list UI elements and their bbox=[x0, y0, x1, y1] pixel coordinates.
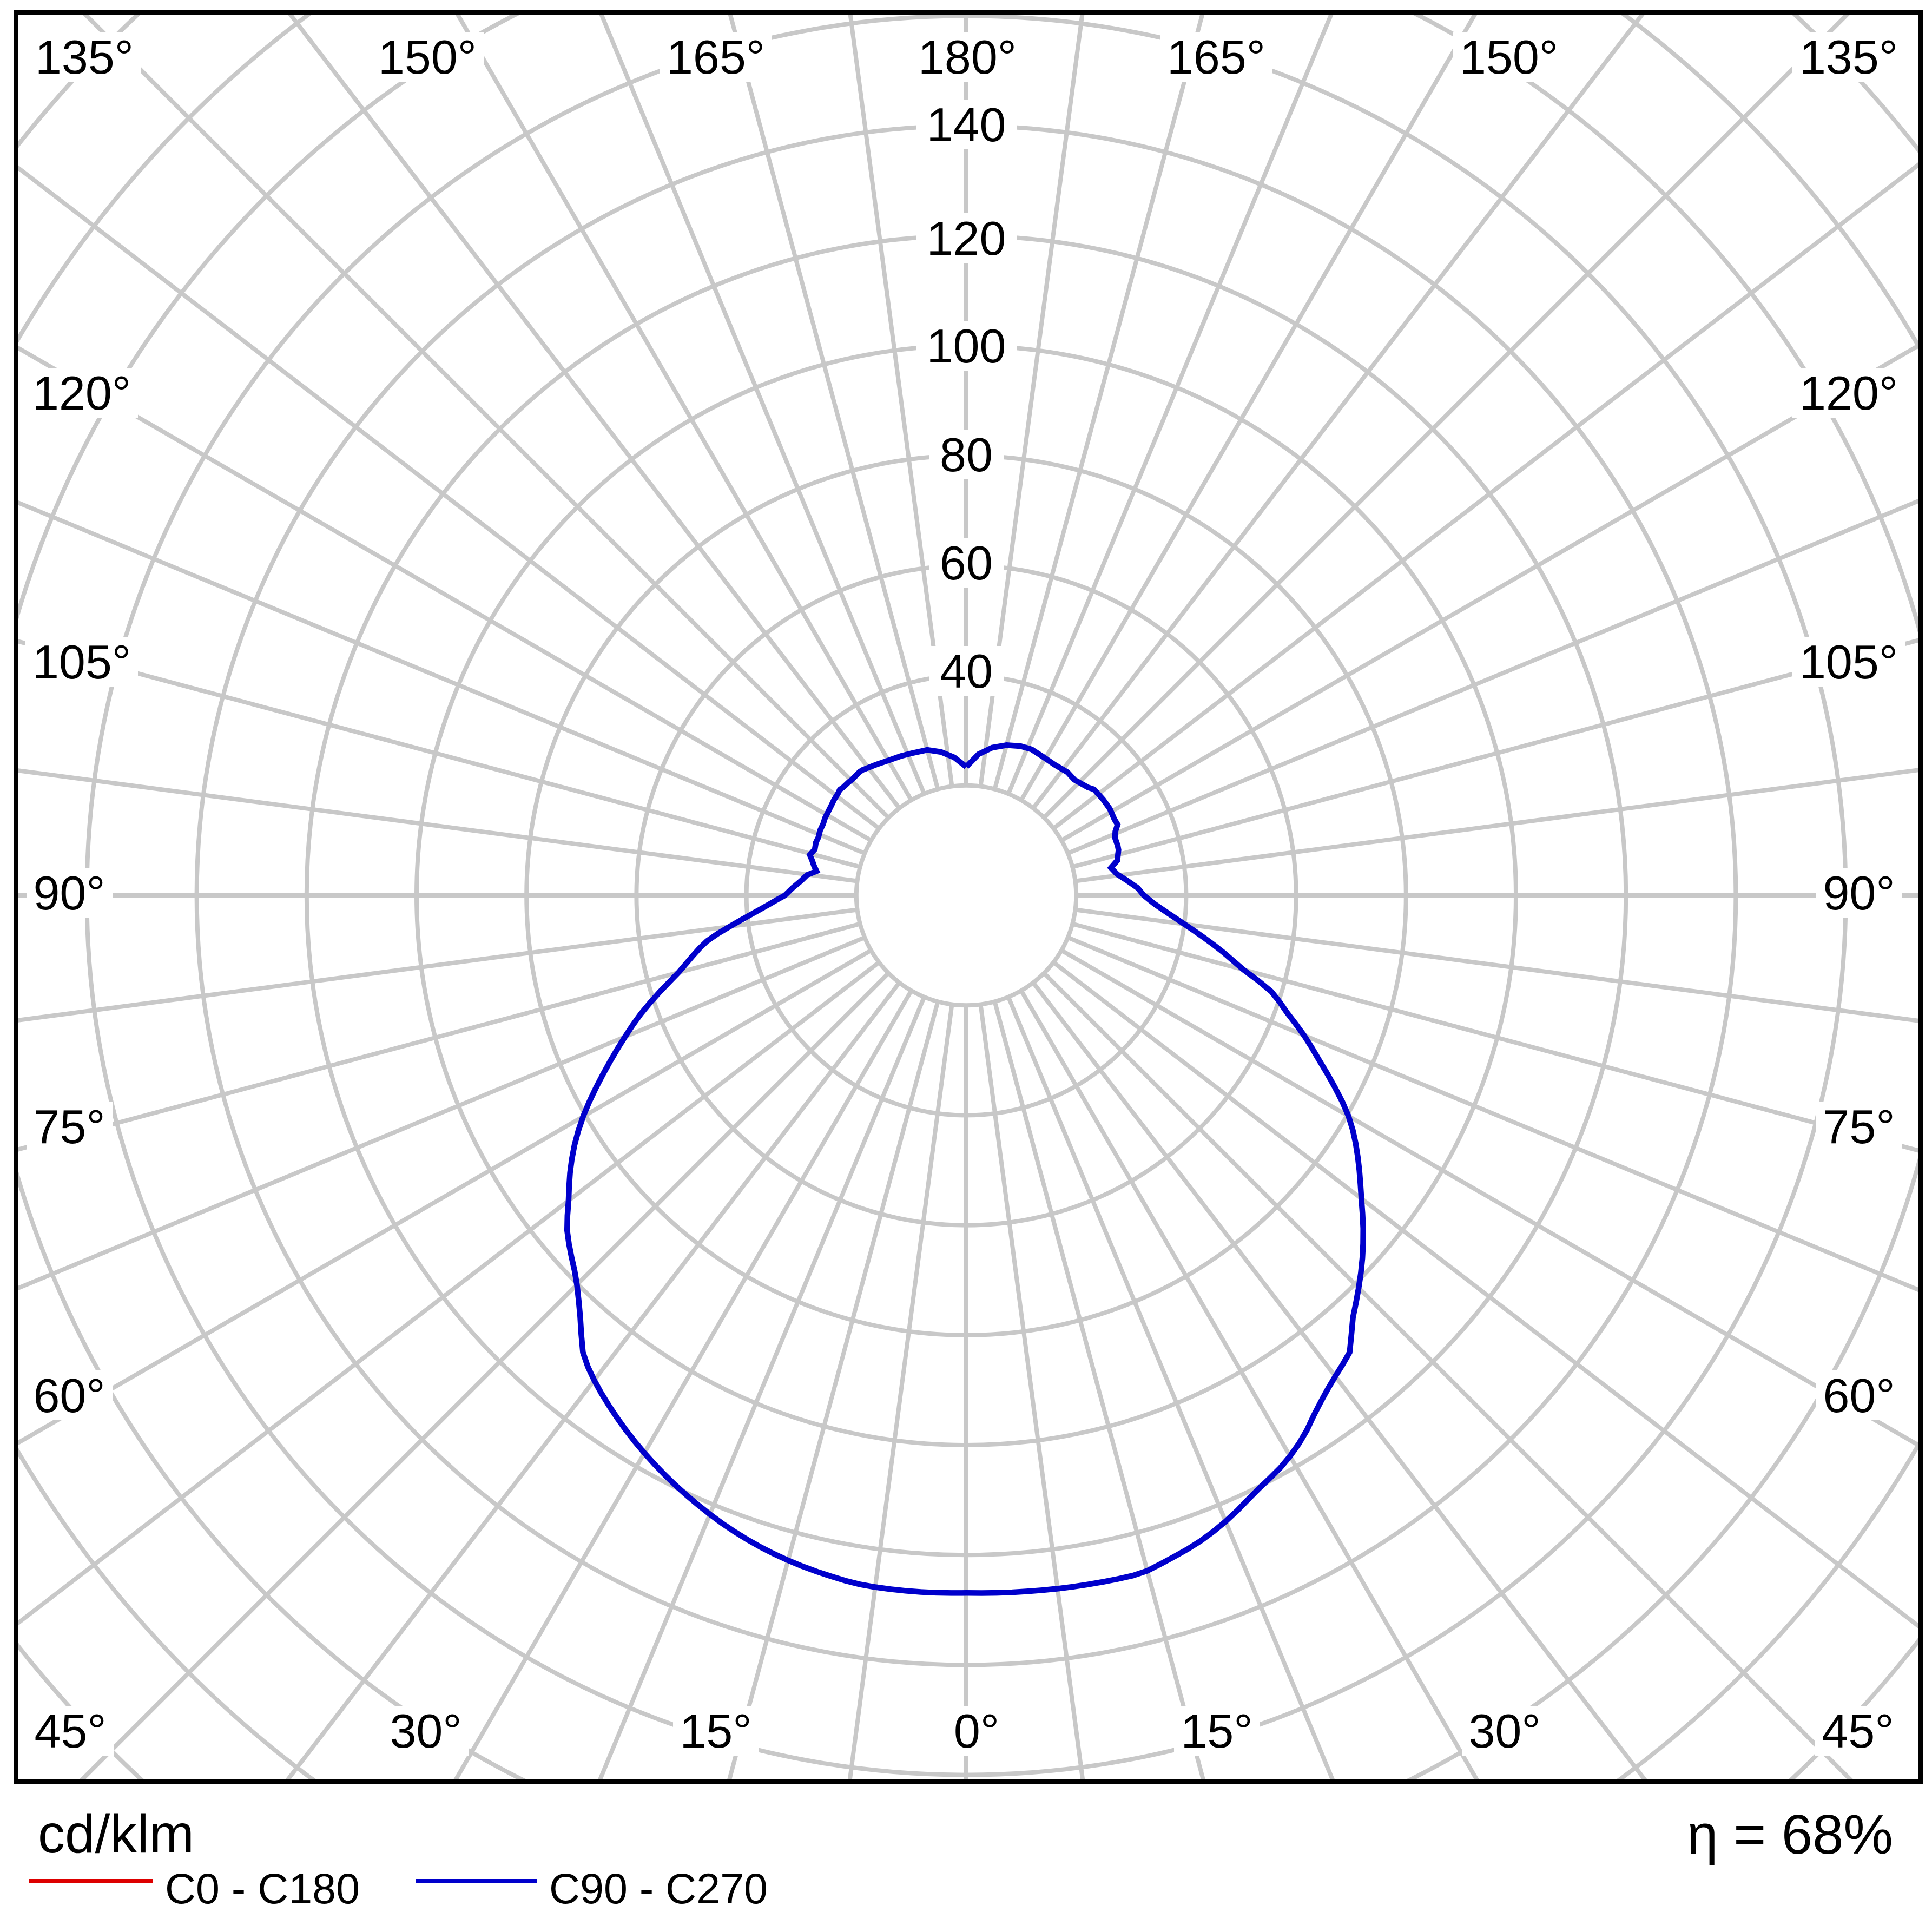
svg-text:cd/klm: cd/klm bbox=[38, 1804, 194, 1864]
svg-text:30°: 30° bbox=[390, 1704, 461, 1758]
svg-text:90°: 90° bbox=[1823, 866, 1895, 920]
svg-text:135°: 135° bbox=[35, 30, 134, 84]
svg-text:0°: 0° bbox=[954, 1704, 999, 1758]
svg-text:75°: 75° bbox=[33, 1100, 105, 1153]
svg-text:150°: 150° bbox=[1460, 30, 1558, 84]
svg-text:165°: 165° bbox=[1167, 30, 1265, 84]
svg-text:120°: 120° bbox=[32, 366, 131, 420]
svg-text:45°: 45° bbox=[1822, 1704, 1894, 1758]
svg-text:60°: 60° bbox=[1823, 1369, 1895, 1422]
svg-text:C0 - C180: C0 - C180 bbox=[165, 1864, 360, 1913]
svg-text:105°: 105° bbox=[1799, 635, 1898, 689]
svg-text:135°: 135° bbox=[1799, 30, 1898, 84]
svg-text:15°: 15° bbox=[680, 1704, 751, 1758]
svg-text:105°: 105° bbox=[32, 635, 131, 689]
svg-text:30°: 30° bbox=[1468, 1704, 1540, 1758]
svg-text:40: 40 bbox=[940, 644, 993, 698]
svg-text:60: 60 bbox=[940, 536, 993, 590]
svg-text:η = 68%: η = 68% bbox=[1687, 1803, 1893, 1865]
svg-text:75°: 75° bbox=[1823, 1100, 1895, 1153]
svg-text:C90 - C270: C90 - C270 bbox=[549, 1864, 768, 1913]
svg-text:60°: 60° bbox=[33, 1369, 105, 1422]
svg-text:100: 100 bbox=[927, 319, 1006, 373]
svg-text:120: 120 bbox=[927, 212, 1006, 265]
svg-text:150°: 150° bbox=[378, 30, 477, 84]
svg-text:90°: 90° bbox=[33, 866, 105, 920]
svg-text:80: 80 bbox=[940, 428, 993, 482]
svg-text:45°: 45° bbox=[34, 1704, 106, 1758]
svg-text:120°: 120° bbox=[1799, 366, 1898, 420]
svg-text:180°: 180° bbox=[918, 30, 1017, 84]
svg-text:140: 140 bbox=[927, 98, 1006, 151]
svg-text:15°: 15° bbox=[1181, 1704, 1252, 1758]
svg-text:165°: 165° bbox=[667, 30, 765, 84]
